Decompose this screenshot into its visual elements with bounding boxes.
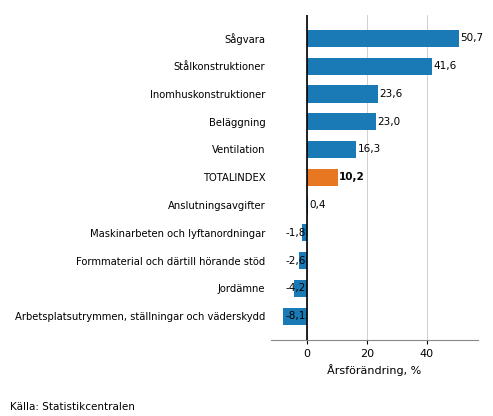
Bar	[282, 307, 307, 325]
Text: -4,2: -4,2	[285, 283, 306, 293]
Text: Källa: Statistikcentralen: Källa: Statistikcentralen	[10, 402, 135, 412]
Text: -8,1: -8,1	[285, 311, 306, 321]
Text: 23,6: 23,6	[379, 89, 402, 99]
X-axis label: Årsförändring, %: Årsförändring, %	[327, 364, 422, 376]
Text: 23,0: 23,0	[378, 117, 401, 127]
Bar	[307, 30, 459, 47]
Text: -1,8: -1,8	[285, 228, 306, 238]
Bar	[307, 85, 378, 102]
Bar	[299, 252, 307, 269]
Text: 10,2: 10,2	[339, 172, 365, 182]
Bar	[307, 168, 338, 186]
Text: 50,7: 50,7	[460, 33, 484, 43]
Bar	[302, 224, 307, 241]
Bar	[294, 280, 307, 297]
Bar	[307, 196, 308, 214]
Text: 41,6: 41,6	[433, 61, 457, 71]
Bar	[307, 57, 432, 75]
Text: -2,6: -2,6	[285, 255, 306, 266]
Bar	[307, 141, 356, 158]
Text: 0,4: 0,4	[310, 200, 326, 210]
Bar	[307, 113, 376, 130]
Text: 16,3: 16,3	[357, 144, 381, 154]
